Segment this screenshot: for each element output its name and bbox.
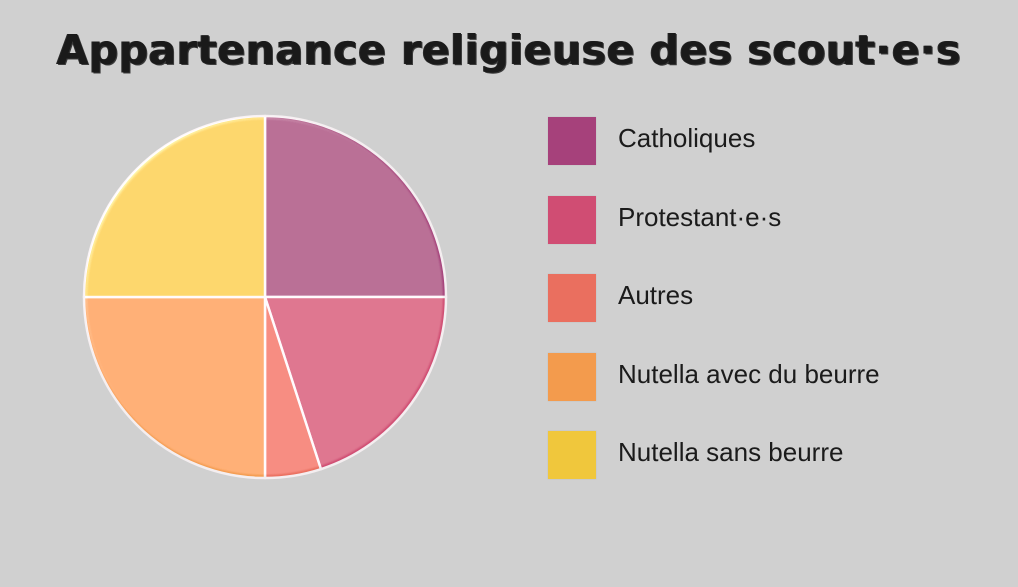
legend-swatch [548, 431, 596, 479]
pie-slice-0 [263, 114, 448, 299]
legend-item: Catholiques [548, 117, 988, 165]
legend-swatch [548, 352, 596, 401]
pie-slice-4 [82, 114, 267, 299]
legend-label: Protestant·e·s [618, 201, 782, 232]
legend-label: Autres [618, 280, 694, 310]
chart-title: Appartenance religieuse des scout·e·s [56, 26, 962, 74]
legend-item: Protestant·e·s [548, 195, 988, 244]
legend-label: Nutella sans beurre [618, 437, 844, 467]
legend-label: Catholiques [618, 123, 756, 153]
legend-item: Nutella avec du beurre [548, 352, 988, 401]
legend-swatch [548, 274, 596, 322]
legend-swatch [548, 195, 596, 244]
pie-slice-1 [263, 295, 448, 471]
legend-item: Nutella sans beurre [548, 431, 988, 479]
pie-slice-3 [82, 295, 267, 480]
legend-item: Autres [548, 274, 988, 322]
legend-swatch [548, 117, 596, 165]
legend-label: Nutella avec du beurre [618, 358, 880, 389]
